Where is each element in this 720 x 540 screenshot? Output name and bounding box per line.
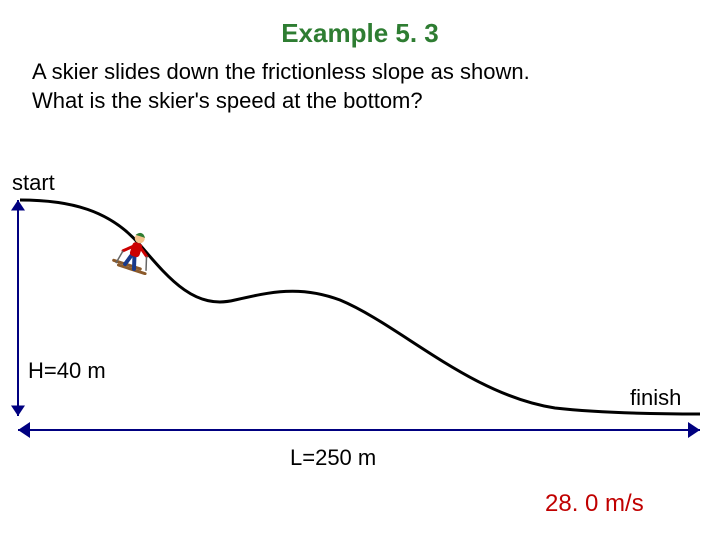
skier-icon bbox=[112, 225, 162, 275]
slope-diagram bbox=[0, 0, 720, 540]
height-arrow bbox=[11, 200, 25, 416]
length-arrow bbox=[18, 422, 700, 438]
